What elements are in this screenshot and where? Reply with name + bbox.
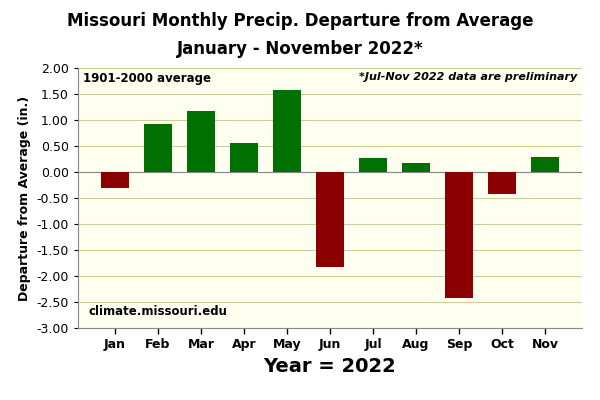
Text: climate.missouri.edu: climate.missouri.edu	[88, 305, 227, 318]
Bar	[230, 143, 258, 172]
Text: Missouri Monthly Precip. Departure from Average: Missouri Monthly Precip. Departure from …	[67, 12, 533, 30]
Bar	[531, 158, 559, 172]
Bar	[101, 172, 129, 188]
Text: 1901-2000 average: 1901-2000 average	[83, 72, 211, 85]
Bar	[187, 111, 215, 172]
Bar	[359, 158, 387, 172]
Bar	[402, 163, 430, 172]
Text: January - November 2022*: January - November 2022*	[176, 40, 424, 58]
Bar	[316, 172, 344, 267]
Bar	[445, 172, 473, 298]
Bar	[144, 124, 172, 172]
Bar	[273, 90, 301, 172]
Y-axis label: Departure from Average (in.): Departure from Average (in.)	[18, 96, 31, 300]
Bar	[488, 172, 516, 194]
X-axis label: Year = 2022: Year = 2022	[263, 357, 397, 376]
Text: *Jul-Nov 2022 data are preliminary: *Jul-Nov 2022 data are preliminary	[359, 72, 577, 82]
